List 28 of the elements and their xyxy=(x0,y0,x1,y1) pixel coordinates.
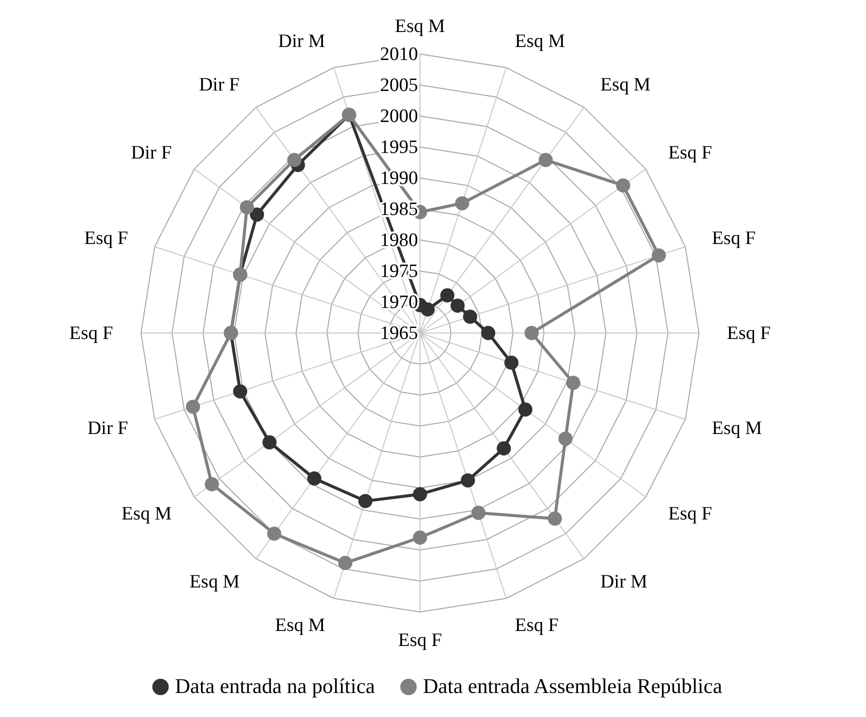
spoke-label: Esq F xyxy=(712,228,756,250)
legend-label: Data entrada Assembleia República xyxy=(423,674,723,698)
spoke-label: Esq M xyxy=(712,418,762,439)
spoke-label: Esq F xyxy=(668,142,712,164)
spoke-label: Esq F xyxy=(69,323,114,344)
legend-label: Data entrada na política xyxy=(175,674,376,698)
spoke-label: Dir F xyxy=(131,142,172,164)
spoke-label: Esq M xyxy=(394,16,446,38)
y-tick-label: 2005 xyxy=(380,75,418,96)
spoke-label: Esq M xyxy=(189,571,240,592)
spoke-label: Esq M xyxy=(514,31,566,52)
spoke-label: Dir F xyxy=(87,418,128,439)
y-tick-label: 1965 xyxy=(380,323,418,344)
spoke-label: Esq M xyxy=(122,503,172,524)
spoke-label: Esq F xyxy=(668,503,712,524)
y-tick-label: 2010 xyxy=(380,44,418,65)
spoke-label: Esq M xyxy=(275,614,326,636)
y-tick-label: 2000 xyxy=(380,106,418,127)
spoke-label: Esq F xyxy=(514,614,559,636)
spoke-label: Esq M xyxy=(600,74,651,96)
spoke-label: Dir M xyxy=(278,31,326,52)
spoke-label: Esq F xyxy=(726,323,771,344)
spoke-label: Esq F xyxy=(398,630,442,651)
spoke-label: Esq F xyxy=(84,228,128,250)
spoke-label: Dir M xyxy=(600,571,648,592)
spoke-label: Dir F xyxy=(198,74,240,96)
y-tick-label: 1990 xyxy=(380,168,418,189)
y-tick-label: 1995 xyxy=(380,137,418,158)
